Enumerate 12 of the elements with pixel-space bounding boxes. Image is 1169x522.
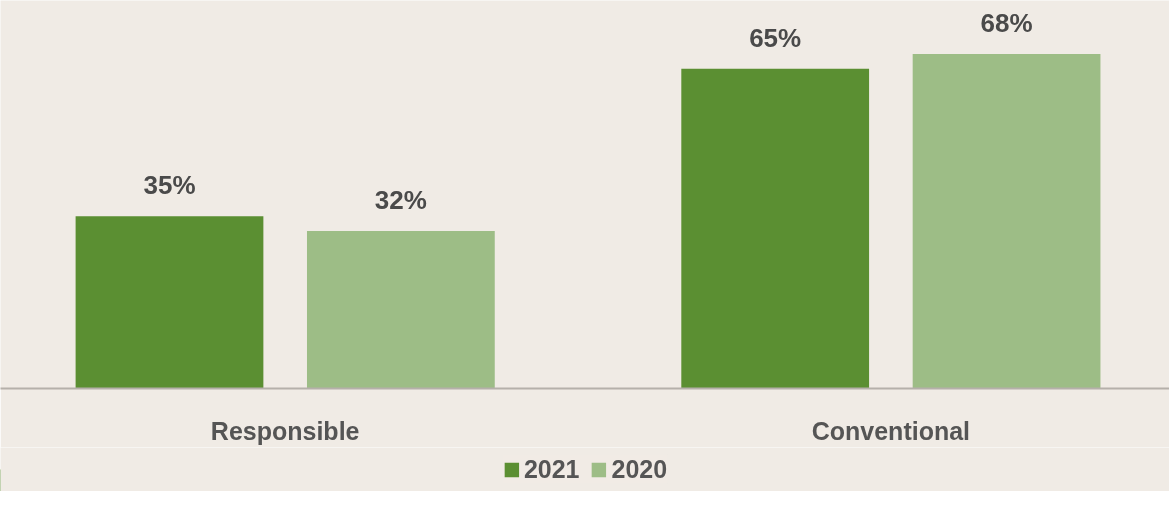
data-label: 65%	[749, 22, 802, 53]
bar	[306, 231, 495, 389]
x-tick-label: Responsible	[210, 416, 360, 445]
legend-label: 2020	[611, 454, 668, 484]
bar	[912, 54, 1101, 389]
bar	[75, 216, 264, 389]
data-label: 32%	[374, 185, 427, 216]
legend-label: 2021	[523, 454, 580, 484]
data-label: 68%	[980, 8, 1033, 39]
x-tick-label: Conventional	[811, 416, 971, 445]
data-label: 35%	[143, 170, 196, 201]
bar	[681, 68, 870, 389]
